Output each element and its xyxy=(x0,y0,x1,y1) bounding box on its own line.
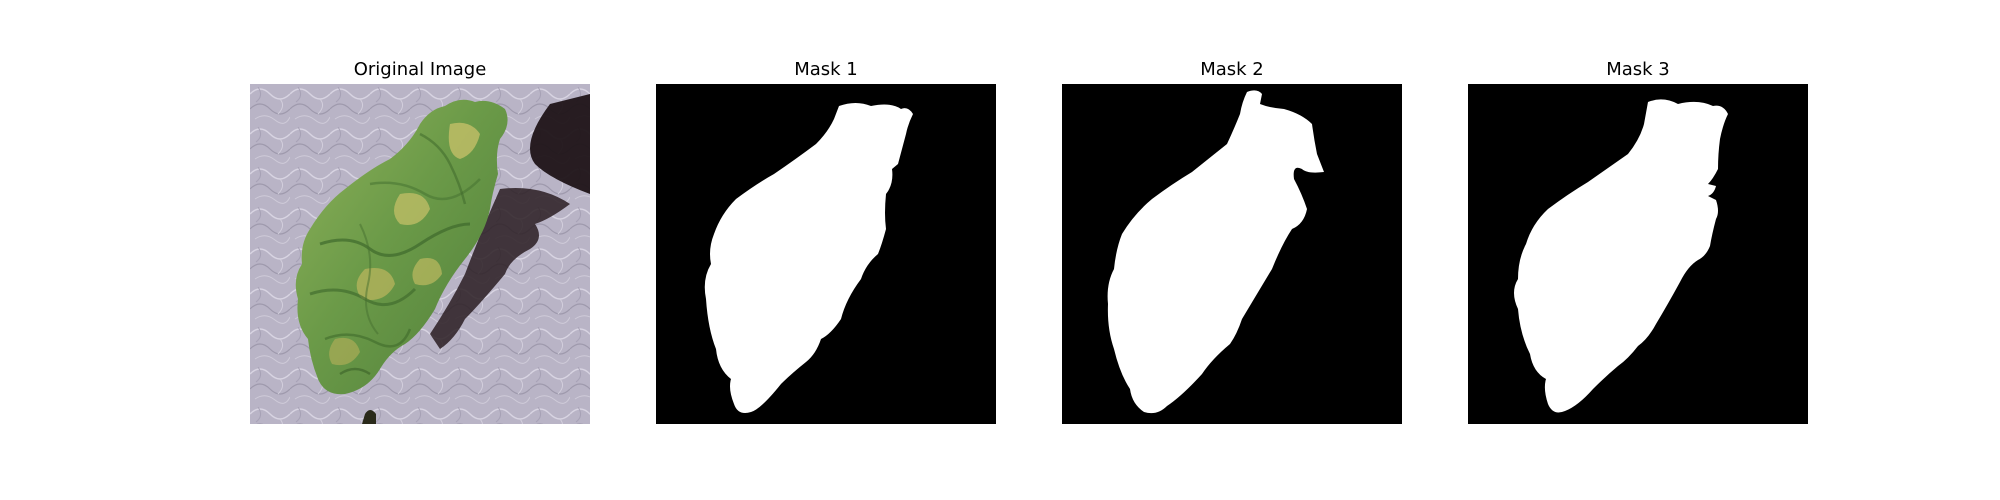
mask-image xyxy=(1468,84,1808,424)
figure-panel-mask-1: Mask 1 xyxy=(656,0,996,500)
figure-panel-original: Original Image xyxy=(250,0,590,500)
panel-title: Original Image xyxy=(353,59,487,80)
original-image xyxy=(250,84,590,424)
figure-panel-mask-2: Mask 2 xyxy=(1062,0,1402,500)
mask-image xyxy=(1062,84,1402,424)
panel-title: Mask 3 xyxy=(1606,59,1670,80)
panel-title: Mask 2 xyxy=(1200,59,1264,80)
mask-image xyxy=(656,84,996,424)
panel-title: Mask 1 xyxy=(794,59,858,80)
figure-panel-mask-3: Mask 3 xyxy=(1468,0,1808,500)
